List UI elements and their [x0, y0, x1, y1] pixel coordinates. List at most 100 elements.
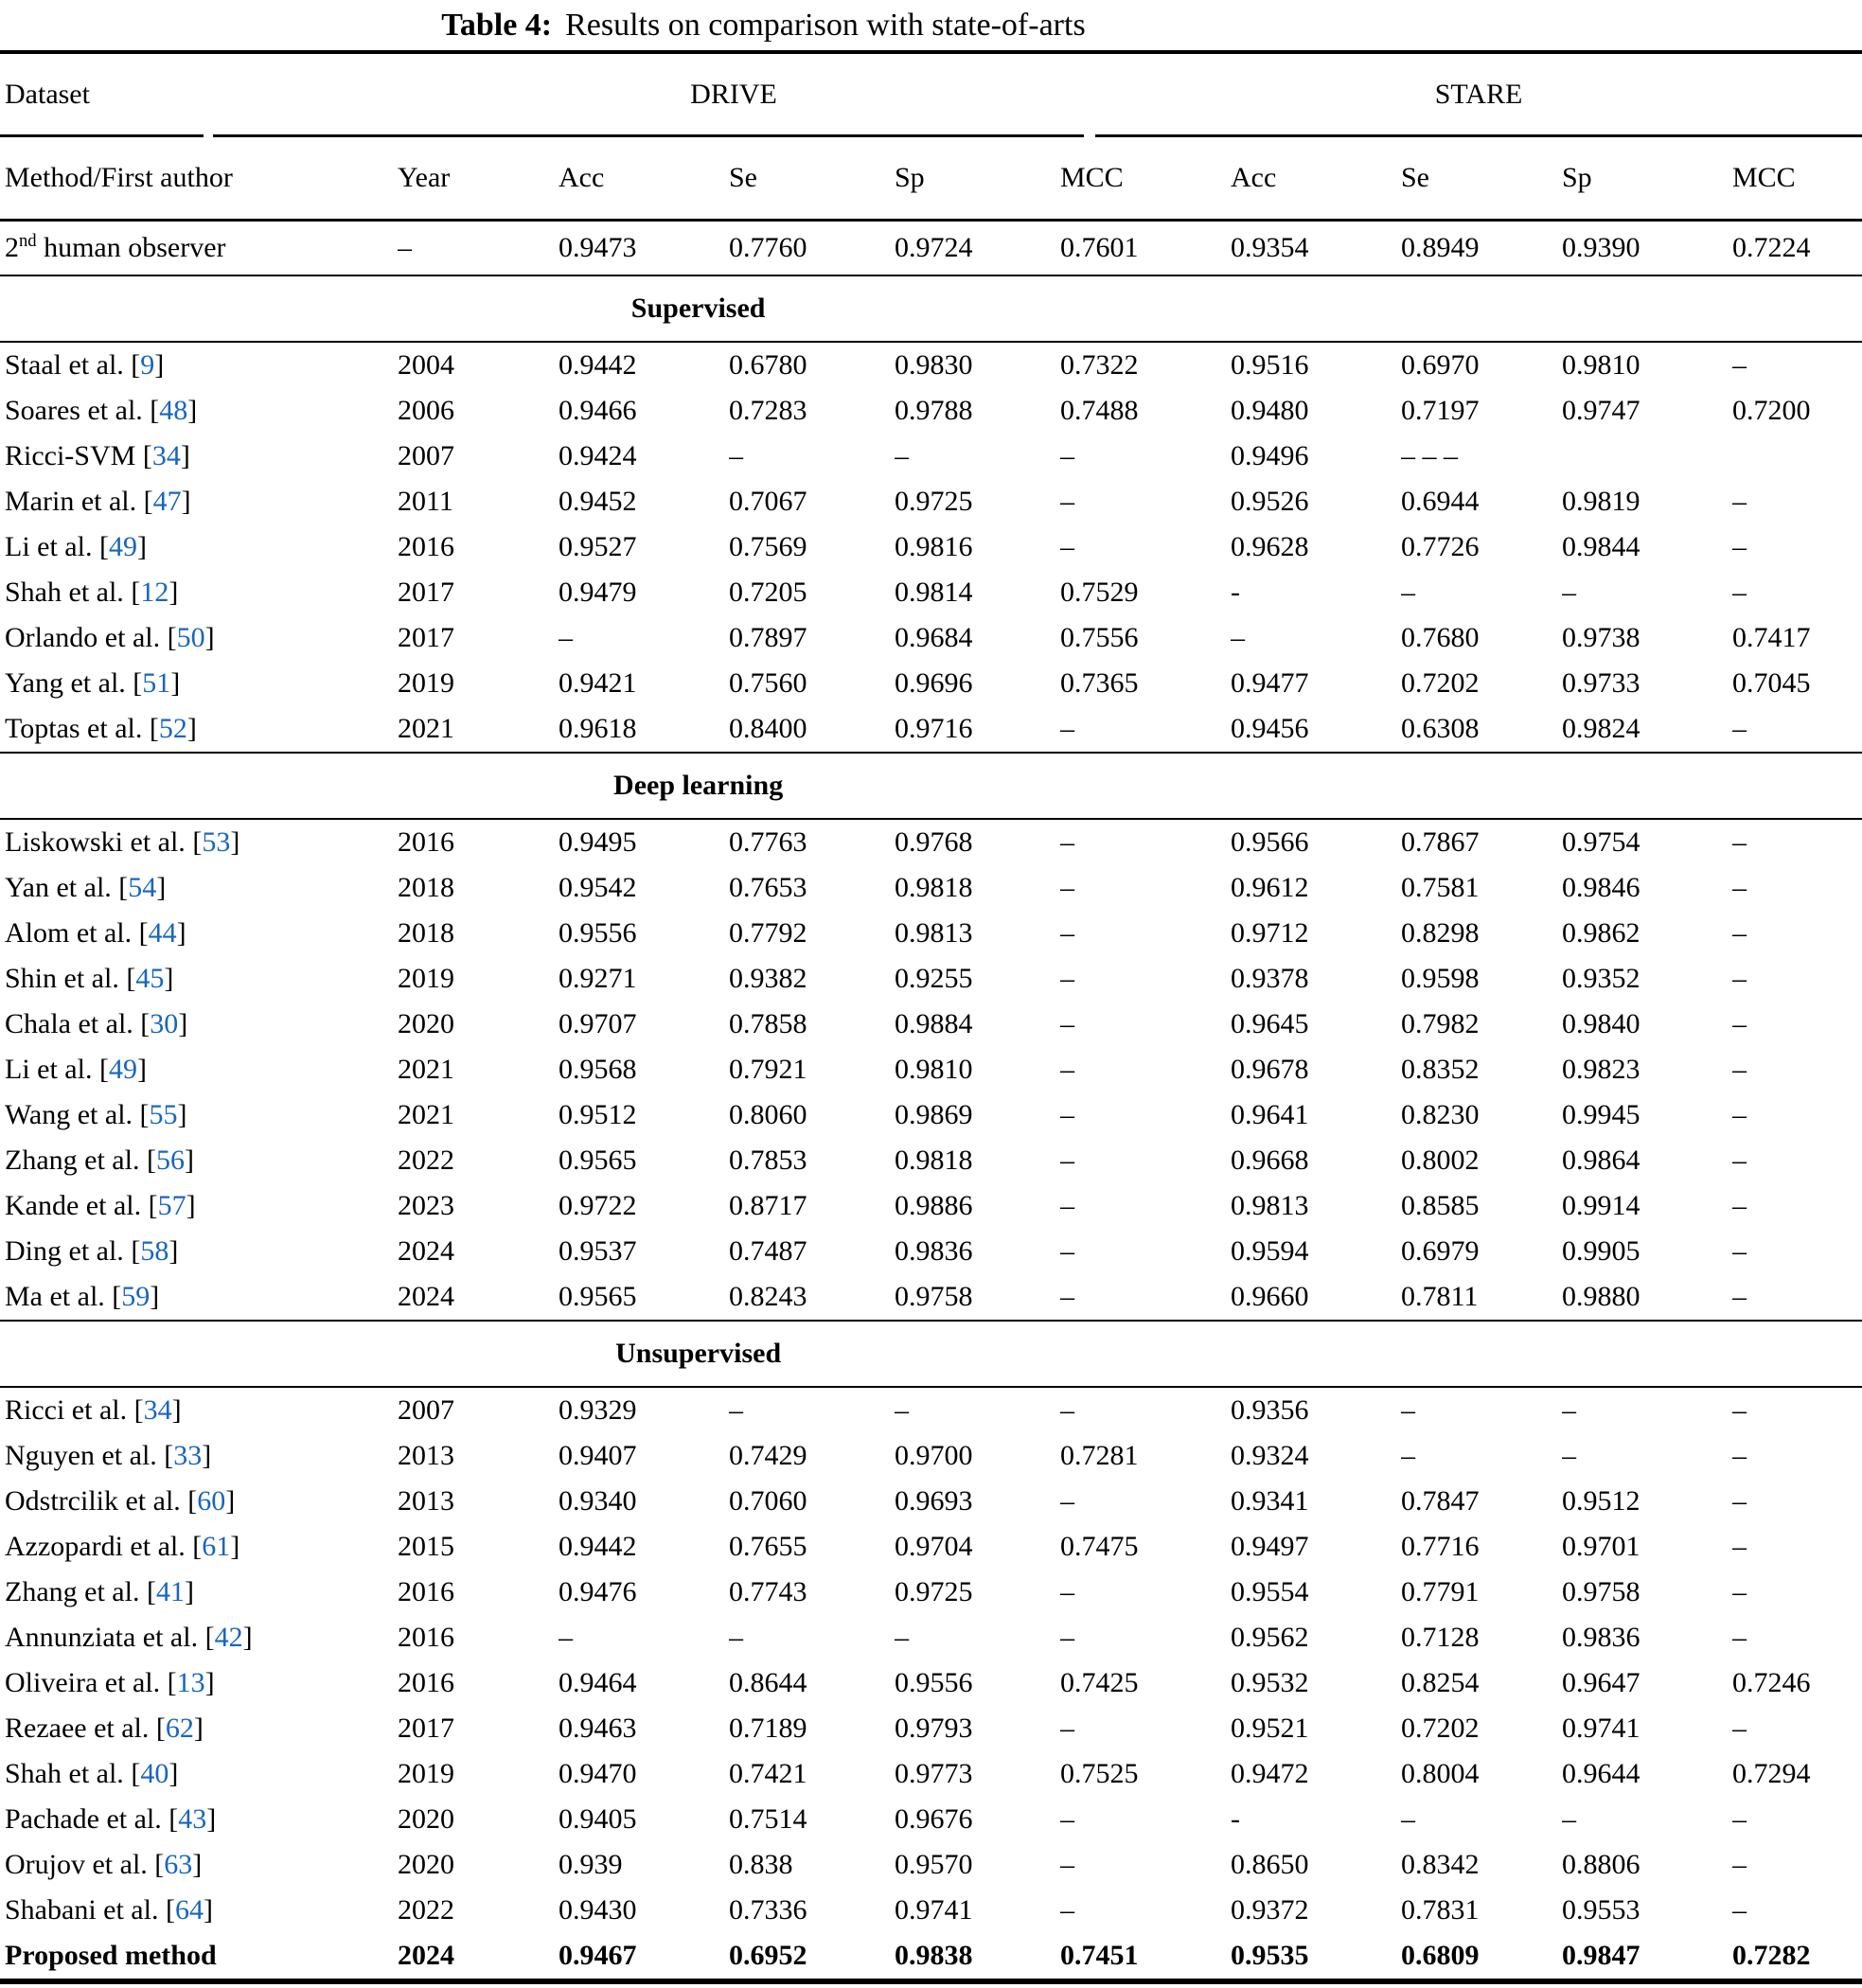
method-cell: Shabani et al. [64] — [5, 1894, 213, 1926]
metric-cell: 0.9341 — [1231, 1485, 1309, 1517]
citation-link[interactable]: 61 — [202, 1531, 231, 1562]
citation-link[interactable]: 12 — [140, 577, 169, 608]
citation-link[interactable]: 30 — [150, 1008, 179, 1039]
citation-link[interactable]: 33 — [173, 1440, 203, 1471]
table-row: Proposed method 2024 0.9467 0.6952 0.9838 0.7… — [0, 1933, 1862, 1979]
metric-cell: – — [1060, 1099, 1074, 1130]
metric-cell: – — [559, 622, 573, 653]
metric-cell: 0.9813 — [895, 917, 973, 949]
citation-link[interactable]: 57 — [157, 1190, 186, 1221]
metric-cell: 0.7792 — [729, 917, 807, 949]
metric-cell: 0.9814 — [895, 577, 973, 608]
citation-link[interactable]: 43 — [178, 1803, 207, 1835]
method-cell: Shin et al. [45] — [5, 963, 174, 994]
metric-cell: – — [895, 1622, 909, 1653]
citation-link[interactable]: 44 — [148, 917, 177, 949]
metric-cell: – — [1060, 1235, 1074, 1267]
metric-cell: – — [1732, 1440, 1747, 1471]
table-title: Table 4: Results on comparison with stat… — [0, 0, 1862, 54]
metric-cell: – — [1060, 1054, 1074, 1085]
metric-cell: 0.9884 — [895, 1008, 973, 1039]
metric-cell: 0.7560 — [729, 667, 807, 699]
metric-cell: 0.7653 — [729, 872, 807, 903]
metric-cell: 0.9570 — [895, 1849, 973, 1880]
method-cell: Ricci-SVM [34] — [5, 440, 190, 471]
method-cell: Azzopardi et al. [61] — [5, 1531, 240, 1562]
metric-cell: – — [1060, 1394, 1074, 1426]
method-cell: Yang et al. [51] — [5, 667, 181, 699]
citation-link[interactable]: 50 — [176, 622, 205, 653]
citation-link[interactable]: 53 — [202, 826, 231, 858]
citation-link[interactable]: 34 — [151, 440, 181, 471]
metric-cell: 0.7601 — [1060, 232, 1139, 263]
metric-cell: 0.7487 — [729, 1235, 807, 1267]
citation-link[interactable]: 47 — [152, 486, 182, 517]
metric-cell: 0.9722 — [559, 1190, 637, 1221]
citation-link[interactable]: 45 — [135, 963, 165, 994]
metric-cell: – — [1732, 713, 1747, 744]
metric-cell: 0.9668 — [1231, 1145, 1309, 1176]
metric-cell: 0.8650 — [1231, 1849, 1309, 1880]
citation-link[interactable]: 59 — [121, 1281, 151, 1312]
metric-cell: – — [1732, 1576, 1747, 1607]
metric-cell: 0.7202 — [1401, 1713, 1480, 1744]
citation-link[interactable]: 40 — [140, 1758, 169, 1789]
citation-link[interactable]: 48 — [159, 395, 188, 426]
citation-link[interactable]: 42 — [214, 1622, 243, 1653]
citation-link[interactable]: 54 — [128, 872, 157, 903]
metric-cell: 0.9704 — [895, 1531, 973, 1562]
citation-link[interactable]: 64 — [174, 1894, 204, 1926]
method-cell: Yan et al. [54] — [5, 872, 167, 903]
table-row: Li et al. [49] 2021 0.9568 0.7921 0.9810 – 0.9… — [0, 1047, 1862, 1092]
metric-cell: 0.9378 — [1231, 963, 1309, 994]
metric-cell: 0.9470 — [559, 1758, 637, 1789]
citation-link[interactable]: 13 — [176, 1667, 205, 1698]
metric-cell: – — [1060, 486, 1074, 517]
table-row: Yan et al. [54] 2018 0.9542 0.7653 0.9818 – 0.… — [0, 865, 1862, 911]
citation-link[interactable]: 58 — [140, 1235, 169, 1267]
citation-link[interactable]: 34 — [143, 1394, 172, 1426]
year-cell: 2011 — [398, 486, 453, 517]
metric-cell: 0.8585 — [1401, 1190, 1480, 1221]
metric-cell: 0.9836 — [895, 1235, 973, 1267]
dataset-header-label: Dataset — [0, 54, 204, 137]
metric-cell: 0.7429 — [729, 1440, 807, 1471]
citation-link[interactable]: 51 — [142, 667, 171, 699]
metric-cell: – — [1562, 1440, 1576, 1471]
citation-link[interactable]: 55 — [149, 1099, 178, 1130]
metric-cell: 0.7421 — [729, 1758, 807, 1789]
metric-cell: 0.9830 — [895, 349, 973, 381]
metric-cell: 0.8352 — [1401, 1054, 1480, 1085]
citation-link[interactable]: 49 — [108, 1054, 137, 1085]
table-row: Liskowski et al. [53] 2016 0.9495 0.7763 0.9… — [0, 820, 1862, 865]
section-heading: Deep learning — [613, 770, 784, 801]
metric-cell: 0.9476 — [559, 1576, 637, 1607]
citation-link[interactable]: 63 — [164, 1849, 193, 1880]
metric-cell: 0.9716 — [895, 713, 973, 744]
table-row: Soares et al. [48] 2006 0.9466 0.7283 0.9788… — [0, 388, 1862, 434]
citation-link[interactable]: 56 — [155, 1145, 185, 1176]
citation-link[interactable]: 60 — [197, 1485, 226, 1517]
metric-cell: 0.6944 — [1401, 486, 1480, 517]
table-row: Toptas et al. [52] 2021 0.9618 0.8400 0.9716… — [0, 706, 1862, 752]
citation-link[interactable]: 52 — [158, 713, 187, 744]
citation-link[interactable]: 62 — [165, 1713, 194, 1744]
metric-cell: 0.9556 — [559, 917, 637, 949]
metric-cell: – — [1060, 872, 1074, 903]
citation-link[interactable]: 41 — [155, 1576, 185, 1607]
metric-cell: – — [1732, 349, 1747, 381]
metric-cell: 0.9869 — [895, 1099, 973, 1130]
metric-cell: 0.7417 — [1732, 622, 1811, 653]
metric-cell: 0.8717 — [729, 1190, 807, 1221]
horizontal-rule — [0, 341, 1862, 343]
citation-link[interactable]: 9 — [140, 349, 155, 381]
metric-cell: 0.7197 — [1401, 395, 1480, 426]
metric-cell: 0.9495 — [559, 826, 637, 858]
metric-cell: 0.7831 — [1401, 1894, 1480, 1926]
citation-link[interactable]: 49 — [108, 531, 137, 562]
metric-cell: 0.9886 — [895, 1190, 973, 1221]
year-cell: 2007 — [398, 1394, 454, 1426]
header-stare-sp: Sp — [1562, 162, 1592, 193]
metric-cell: 0.9480 — [1231, 395, 1309, 426]
metric-cell: – — [1562, 1394, 1576, 1426]
